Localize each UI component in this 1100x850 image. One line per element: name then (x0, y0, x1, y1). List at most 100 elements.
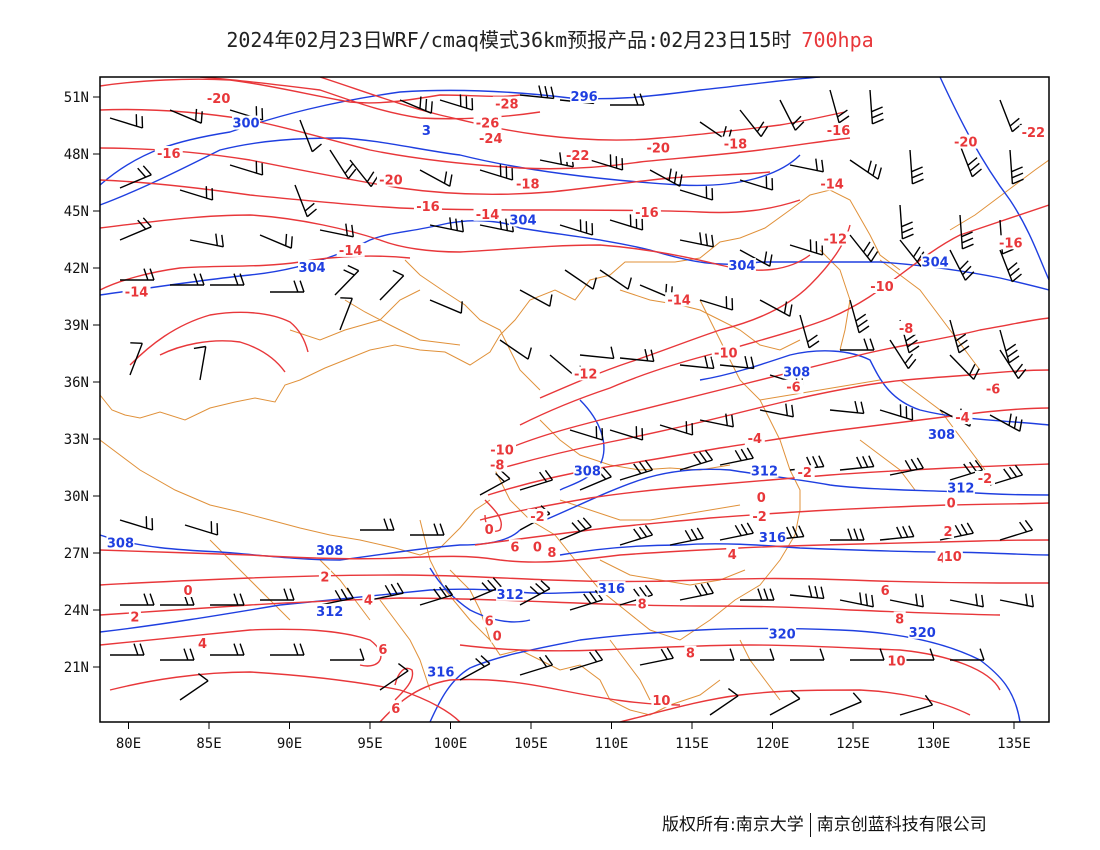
height-label: 296 (571, 90, 598, 105)
y-tick-label: 30N (64, 489, 89, 505)
wind-barb (499, 339, 532, 360)
temperature-label: 0 (184, 584, 193, 599)
wind-barb (210, 643, 245, 656)
height-label-bg (758, 529, 787, 544)
temperature-label-bg (942, 548, 963, 563)
wind-barb (294, 184, 317, 218)
temperature-label-bg (483, 522, 496, 537)
temperature-label: -22 (1022, 126, 1046, 141)
temperature-label: -6 (986, 383, 1000, 398)
x-tick-label: 125E (836, 736, 870, 752)
temperature-label-bg (483, 613, 496, 628)
wind-barb (909, 149, 924, 185)
height-label: 308 (783, 366, 810, 381)
wind-barb (959, 144, 982, 178)
wind-barb (619, 348, 655, 363)
temperature-label: -8 (490, 459, 504, 474)
temperature-label: -24 (479, 132, 503, 147)
wind-barb (799, 314, 820, 349)
temperature-label: -22 (566, 149, 590, 164)
wind-barb (719, 447, 754, 466)
temperature-label-bg (893, 611, 906, 626)
temperature-label: -2 (752, 510, 766, 525)
temperature-label-bg (721, 136, 750, 151)
temperature-label-bg (665, 292, 694, 307)
wind-barb (949, 319, 970, 354)
height-label-bg (782, 364, 811, 379)
wind-barb (119, 217, 152, 241)
height-label: 320 (909, 626, 936, 641)
y-tick-label: 33N (64, 432, 89, 448)
height-label: 312 (316, 605, 343, 620)
temperature-label: -4 (748, 432, 762, 447)
temperature-label-bg (128, 609, 141, 624)
temperature-label-bg (563, 147, 592, 162)
wind-barb (579, 346, 615, 360)
boundary-lines (100, 159, 1049, 716)
wind-barb (839, 455, 875, 471)
wind-barb (519, 469, 554, 491)
wind-barb (949, 249, 975, 281)
wind-barb (849, 299, 870, 334)
temperature-label: 6 (391, 702, 400, 717)
wind-barb (659, 421, 694, 436)
height-label: 312 (496, 588, 523, 603)
temperature-label: 6 (881, 584, 890, 599)
temperature-label: -14 (820, 177, 844, 192)
temperature-label: -14 (476, 208, 500, 223)
temperature-label-bg (684, 645, 697, 660)
temperature-label: 0 (485, 523, 494, 538)
temperature-label: 8 (895, 613, 904, 628)
x-tick-label: 95E (357, 736, 382, 752)
temperature-label: 8 (547, 546, 556, 561)
contour-labels: -20 -28-26-24-22-20 -18-16-20 -18-16-14 -16-… (106, 89, 1048, 717)
wind-barb (789, 158, 824, 173)
wind-barb (699, 296, 734, 311)
wind-barb (260, 588, 295, 601)
wind-barb (779, 99, 805, 131)
temperature-label: -20 (954, 136, 978, 151)
wind-barb (459, 655, 491, 681)
x-tick-label: 110E (595, 736, 629, 752)
wind-barb (889, 457, 924, 476)
wind-barb (999, 349, 1027, 380)
height-label-bg (315, 543, 344, 558)
x-tick-label: 120E (756, 736, 790, 752)
temperature-label: -16 (416, 200, 440, 215)
temperature-label-bg (196, 636, 209, 651)
y-tick-label: 48N (64, 147, 89, 163)
wind-barb (759, 299, 793, 317)
temperature-label-bg (726, 546, 739, 561)
wind-barb (829, 89, 850, 124)
wind-barb (569, 649, 604, 671)
wind-barb (160, 648, 195, 661)
temperature-label-bg (376, 172, 405, 187)
temperature-label: -16 (827, 124, 851, 139)
wind-barb (170, 273, 205, 286)
wind-barb (769, 525, 805, 541)
wind-barb (519, 654, 554, 676)
temperature-label: -8 (899, 322, 913, 337)
temperature-label-bg (487, 457, 508, 472)
wind-barb (379, 269, 405, 301)
wind-barb (609, 426, 644, 441)
y-axis-ticks: 51N 48N 45N 42N 39N 36N 33N 30N 27N 24N 21N (64, 90, 100, 676)
wind-barb (829, 400, 865, 415)
wind-barb (559, 517, 592, 541)
wind-barb (129, 342, 143, 376)
temperature-label-bg (204, 90, 233, 105)
temperature-label: 8 (686, 647, 695, 662)
temperature-label-bg (413, 199, 442, 214)
temperature-label: 0 (493, 630, 502, 645)
height-label: 304 (298, 261, 325, 276)
temperature-label: -4 (955, 411, 969, 426)
wind-barb (719, 355, 755, 370)
temperature-label: -10 (714, 347, 738, 362)
temperature-label: -16 (999, 236, 1023, 251)
wind-barb (849, 234, 879, 263)
wind-barb (329, 149, 357, 180)
temperature-label-bg (389, 700, 402, 715)
temperature-label: -14 (125, 286, 149, 301)
wind-barb (999, 99, 1022, 133)
